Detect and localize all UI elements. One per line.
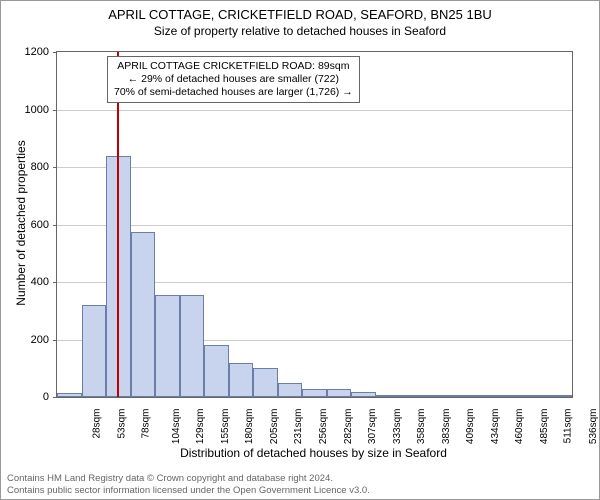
x-tick-label: 205sqm xyxy=(269,409,280,445)
x-tick-label: 511sqm xyxy=(563,409,574,444)
histogram-bar xyxy=(204,345,229,397)
histogram-bar xyxy=(253,368,278,397)
histogram-bar xyxy=(57,393,82,397)
x-tick-label: 536sqm xyxy=(588,409,599,445)
histogram-bar xyxy=(82,305,107,397)
x-tick-label: 104sqm xyxy=(171,409,182,445)
y-tick-label: 1200 xyxy=(9,46,49,58)
annotation-box: APRIL COTTAGE CRICKETFIELD ROAD: 89sqm ←… xyxy=(107,56,360,103)
histogram-bar xyxy=(400,395,425,397)
x-tick-label: 282sqm xyxy=(343,409,354,445)
footer-text: Contains HM Land Registry data © Crown c… xyxy=(7,473,370,496)
x-tick-label: 409sqm xyxy=(465,409,476,445)
x-tick-label: 307sqm xyxy=(367,409,378,445)
grid-line xyxy=(57,110,572,111)
x-tick-label: 155sqm xyxy=(220,409,231,445)
y-axis-label: Number of detached properties xyxy=(14,123,28,323)
x-tick-label: 78sqm xyxy=(141,409,152,439)
histogram-bar xyxy=(302,389,327,397)
histogram-bar xyxy=(155,295,180,397)
x-tick-label: 28sqm xyxy=(92,409,103,439)
chart-subtitle: Size of property relative to detached ho… xyxy=(1,24,599,38)
annotation-line3: 70% of semi-detached houses are larger (… xyxy=(114,86,353,99)
x-tick-label: 129sqm xyxy=(195,409,206,445)
histogram-bar xyxy=(351,392,376,397)
chart-container: APRIL COTTAGE, CRICKETFIELD ROAD, SEAFOR… xyxy=(0,0,600,500)
reference-line xyxy=(117,52,119,397)
histogram-bar xyxy=(474,395,499,397)
x-tick-label: 256sqm xyxy=(318,409,329,445)
x-tick-label: 434sqm xyxy=(490,409,501,445)
x-tick-label: 180sqm xyxy=(244,409,255,445)
footer-line2: Contains public sector information licen… xyxy=(7,485,370,496)
histogram-bar xyxy=(547,395,572,397)
x-tick-label: 485sqm xyxy=(539,409,550,445)
histogram-bar xyxy=(425,395,450,397)
annotation-line2: ← 29% of detached houses are smaller (72… xyxy=(114,73,353,86)
y-tick-label: 0 xyxy=(9,391,49,403)
y-tick-label: 200 xyxy=(9,334,49,346)
histogram-bar xyxy=(498,395,523,397)
histogram-bar xyxy=(523,395,548,397)
x-tick-label: 231sqm xyxy=(294,409,305,445)
y-tick-label: 1000 xyxy=(9,104,49,116)
annotation-line1: APRIL COTTAGE CRICKETFIELD ROAD: 89sqm xyxy=(114,60,353,73)
plot-area: APRIL COTTAGE CRICKETFIELD ROAD: 89sqm ←… xyxy=(56,51,573,398)
histogram-bar xyxy=(180,295,205,397)
footer-line1: Contains HM Land Registry data © Crown c… xyxy=(7,473,370,484)
x-tick-label: 333sqm xyxy=(392,409,403,445)
grid-line xyxy=(57,167,572,168)
histogram-bar xyxy=(376,395,401,397)
x-tick-label: 358sqm xyxy=(416,409,427,445)
histogram-bar xyxy=(229,363,254,398)
x-axis-label: Distribution of detached houses by size … xyxy=(56,446,571,460)
chart-title: APRIL COTTAGE, CRICKETFIELD ROAD, SEAFOR… xyxy=(1,7,599,22)
x-tick-label: 53sqm xyxy=(116,409,127,439)
x-tick-label: 383sqm xyxy=(441,409,452,445)
histogram-bar xyxy=(449,395,474,397)
histogram-bar xyxy=(131,232,156,397)
histogram-bar xyxy=(278,383,303,397)
histogram-bar xyxy=(327,389,352,397)
x-tick-label: 460sqm xyxy=(514,409,525,445)
grid-line xyxy=(57,225,572,226)
